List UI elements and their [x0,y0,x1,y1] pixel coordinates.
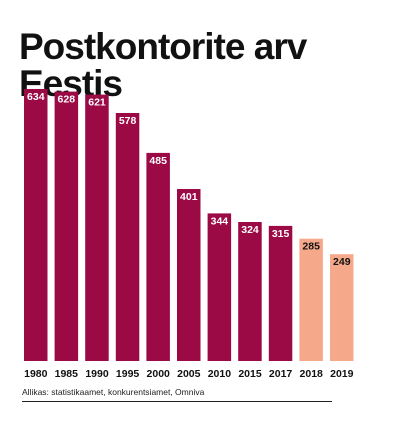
x-tick-2010: 2010 [208,368,232,380]
value-label-2019: 249 [333,256,351,268]
value-label-2015: 324 [241,224,259,236]
x-tick-2000: 2000 [147,368,171,380]
value-label-1990: 621 [88,97,106,109]
source-divider [22,401,332,402]
bar-2015 [238,222,262,361]
value-label-2018: 285 [302,241,320,253]
value-label-2010: 344 [211,215,229,227]
bar-1980 [24,89,48,361]
bar-2010 [207,213,232,361]
bar-2000 [146,152,170,361]
bar-2005 [177,189,201,361]
x-tick-2019: 2019 [330,368,354,380]
x-tick-2017: 2017 [269,368,293,380]
bar-1990 [85,94,109,361]
bar-2018 [299,238,323,361]
x-tick-2005: 2005 [177,368,201,380]
value-label-1980: 634 [27,91,45,103]
value-label-1985: 628 [58,94,76,106]
x-tick-1990: 1990 [85,368,109,380]
source-note: Allikas: statistikaamet, konkurentsiamet… [22,387,205,397]
x-tick-1995: 1995 [116,368,140,380]
bar-2017 [268,225,293,361]
x-tick-2018: 2018 [300,368,324,380]
bar-1995 [115,113,140,361]
value-label-2017: 315 [272,228,290,240]
bar-1985 [54,91,79,361]
value-label-2000: 485 [149,155,167,167]
x-tick-1980: 1980 [24,368,48,380]
value-label-2005: 401 [180,191,198,203]
x-tick-1985: 1985 [55,368,79,380]
chart-title: Postkontorite arv Eestis [19,26,307,104]
bar-2019 [330,254,354,361]
value-label-1995: 578 [119,115,137,127]
x-tick-2015: 2015 [238,368,262,380]
